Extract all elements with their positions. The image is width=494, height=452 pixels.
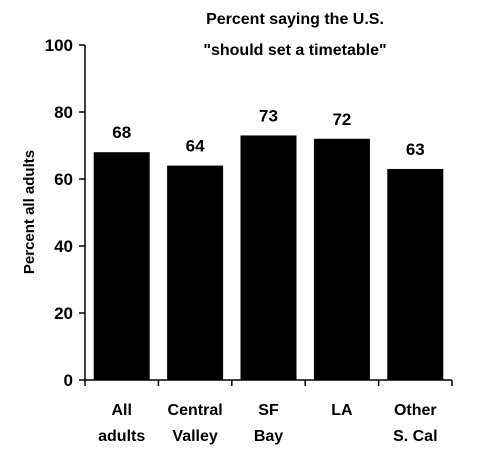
y-tick-label: 20 — [54, 304, 73, 323]
bar — [313, 138, 370, 380]
chart-title-line-2: "should set a timetable" — [203, 42, 386, 59]
x-category-label: SF — [258, 402, 279, 419]
x-category-label: LA — [331, 402, 353, 419]
data-labels: 68 64 73 72 63 — [112, 106, 425, 159]
x-category-label: Other — [394, 402, 437, 419]
bar — [167, 165, 224, 380]
y-tick-label: 80 — [54, 103, 73, 122]
y-tick-label: 60 — [54, 170, 73, 189]
x-category-label: All — [111, 402, 131, 419]
y-axis-ticks: 0 20 40 60 80 100 — [45, 36, 85, 390]
bar-value-label: 64 — [186, 137, 205, 156]
y-axis-label: Percent all adults — [21, 150, 38, 274]
y-tick-label: 100 — [45, 36, 73, 55]
y-tick-label: 0 — [64, 371, 73, 390]
chart-title-line-1: Percent saying the U.S. — [206, 11, 384, 28]
bar — [387, 168, 444, 380]
x-category-label: adults — [98, 428, 145, 445]
x-category-label: Valley — [172, 428, 217, 445]
y-tick-label: 40 — [54, 237, 73, 256]
bar-value-label: 63 — [406, 140, 425, 159]
chart-title: Percent saying the U.S. "should set a ti… — [203, 11, 386, 59]
x-axis-ticks — [84, 380, 453, 386]
bar — [240, 135, 297, 380]
bar-value-label: 73 — [259, 106, 278, 125]
bar-value-label: 68 — [112, 123, 131, 142]
x-category-label: Central — [168, 402, 223, 419]
bar-value-label: 72 — [332, 110, 351, 129]
bar — [93, 152, 150, 380]
x-axis-category-labels: All adults Central Valley SF Bay LA Other S. Cal — [98, 402, 437, 445]
x-category-label: Bay — [254, 428, 283, 445]
bars — [93, 135, 444, 380]
x-category-label: S. Cal — [393, 428, 437, 445]
